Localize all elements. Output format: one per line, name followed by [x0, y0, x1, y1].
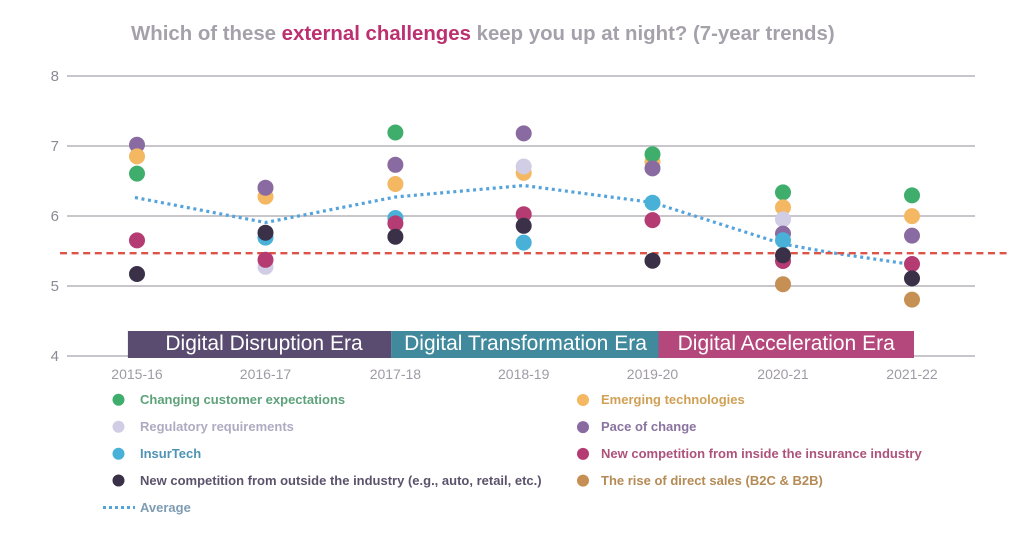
svg-text:8: 8 [51, 68, 59, 85]
svg-text:Which of these external challe: Which of these external challenges keep … [131, 23, 835, 45]
svg-text:Pace of change: Pace of change [601, 419, 696, 434]
svg-text:Digital Acceleration Era: Digital Acceleration Era [678, 332, 895, 355]
svg-text:2020-21: 2020-21 [757, 366, 809, 382]
svg-text:2019-20: 2019-20 [627, 366, 679, 382]
svg-text:Digital Transformation Era: Digital Transformation Era [404, 332, 647, 355]
svg-text:Changing customer expectations: Changing customer expectations [140, 392, 345, 407]
svg-text:Average: Average [140, 500, 191, 515]
svg-text:2021-22: 2021-22 [886, 366, 938, 382]
svg-text:2018-19: 2018-19 [498, 366, 550, 382]
svg-text:7: 7 [51, 138, 59, 155]
svg-text:Regulatory requirements: Regulatory requirements [140, 419, 294, 434]
svg-text:2016-17: 2016-17 [240, 366, 292, 382]
svg-text:The rise of direct sales (B2C: The rise of direct sales (B2C & B2B) [601, 473, 823, 488]
svg-text:2015-16: 2015-16 [111, 366, 163, 382]
svg-text:4: 4 [51, 348, 59, 365]
svg-text:5: 5 [51, 278, 59, 295]
svg-text:Emerging technologies: Emerging technologies [601, 392, 745, 407]
svg-text:6: 6 [51, 208, 59, 225]
svg-text:New competition from outside t: New competition from outside the industr… [140, 473, 542, 488]
svg-text:InsurTech: InsurTech [140, 446, 201, 461]
svg-text:Digital Disruption Era: Digital Disruption Era [165, 332, 363, 355]
svg-text:2017-18: 2017-18 [370, 366, 422, 382]
svg-text:New competition from inside th: New competition from inside the insuranc… [601, 446, 922, 461]
